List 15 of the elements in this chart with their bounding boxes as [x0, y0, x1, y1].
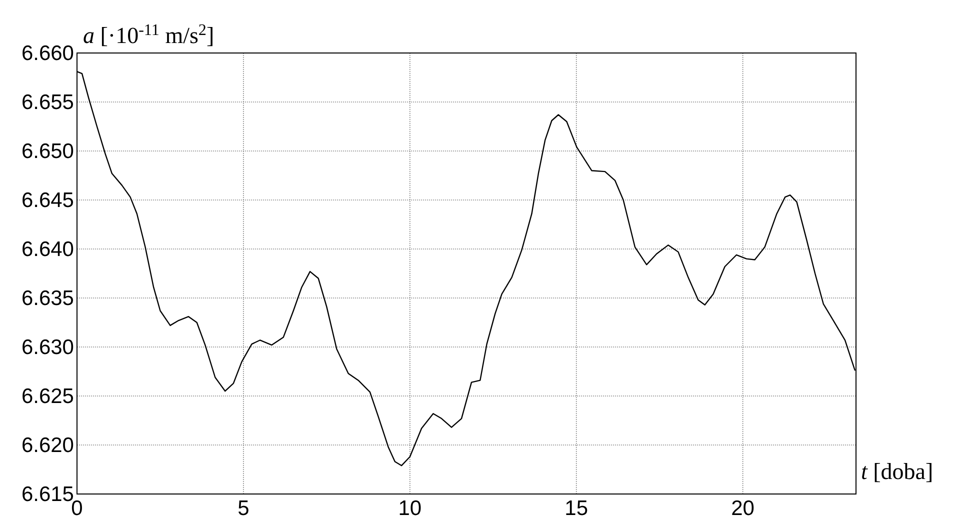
y-tick-label: 6.645: [21, 189, 74, 212]
y-tick-label: 6.655: [21, 91, 74, 114]
y-tick-label: 6.640: [21, 238, 74, 261]
y-tick-label: 6.620: [21, 434, 74, 457]
x-axis-title: t [doba]: [861, 459, 934, 484]
x-tick-label: 5: [238, 497, 250, 520]
y-tick-label: 6.630: [21, 336, 74, 359]
y-tick-label: 6.660: [21, 42, 74, 65]
y-axis-title: a [·10$^{-11}$ m/s$^{2}$]: [83, 22, 214, 48]
x-tick-label: 20: [731, 497, 754, 520]
x-tick-label: 10: [398, 497, 422, 520]
y-tick-label: 6.650: [21, 140, 74, 163]
x-tick-label: 15: [564, 497, 588, 520]
y-tick-label: 6.625: [21, 385, 74, 408]
y-tick-label: 6.635: [21, 287, 74, 310]
